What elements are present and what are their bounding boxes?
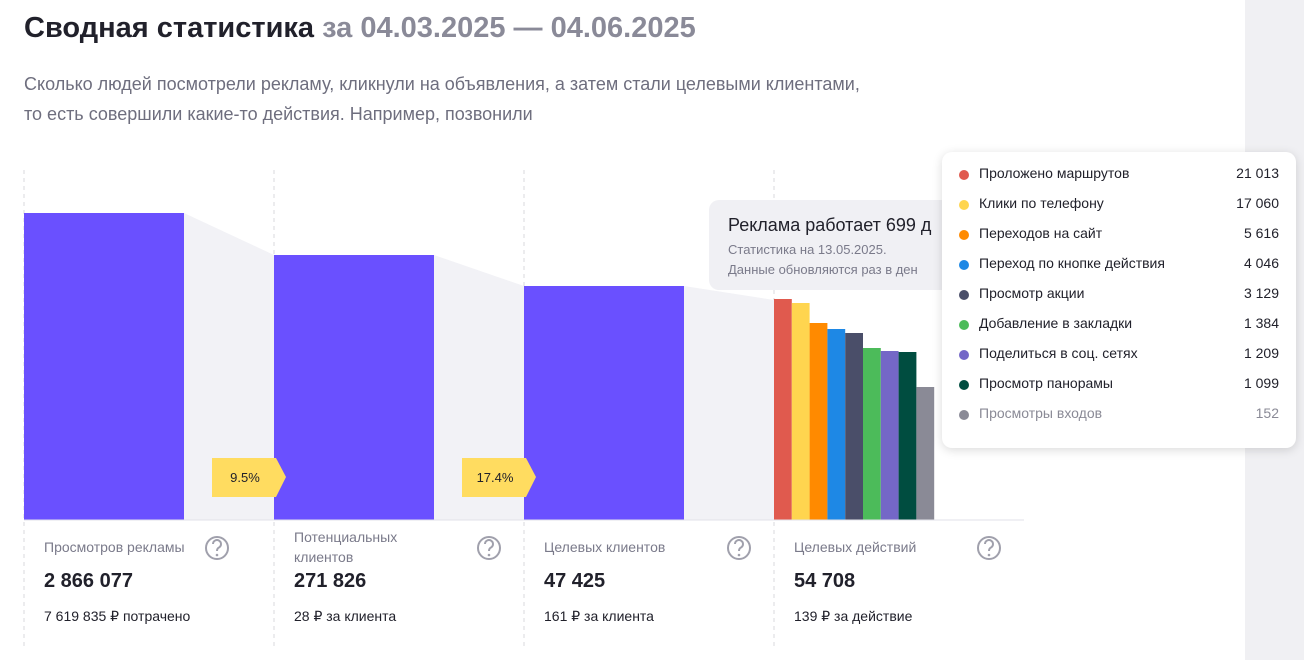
- legend-dot: [959, 350, 969, 360]
- legend-row: Просмотр акции 3 129: [942, 280, 1296, 310]
- help-glyph: [212, 539, 222, 552]
- actions-legend: Проложено маршрутов 21 013 Клики по телефо…: [942, 152, 1296, 448]
- legend-row: Поделиться в соц. сетях 1 209: [942, 340, 1296, 370]
- funnel-bar: [274, 255, 434, 520]
- legend-dot: [959, 410, 969, 420]
- legend-dot: [959, 200, 969, 210]
- help-dot: [215, 553, 219, 557]
- card-value: 54 708: [794, 570, 856, 592]
- legend-value: 152: [1255, 405, 1279, 421]
- action-bar: [809, 323, 828, 520]
- action-bar: [898, 352, 917, 520]
- legend-row: Добавление в закладки 1 384: [942, 310, 1296, 340]
- tooltip-line: Данные обновляются раз в ден: [728, 262, 918, 277]
- card-label: Потенциальных клиентов: [294, 529, 398, 565]
- legend-dot: [959, 380, 969, 390]
- conversion-badge: [462, 458, 536, 497]
- title-text: Сводная статистика: [24, 12, 315, 44]
- help-glyph: [484, 539, 494, 552]
- funnel-flow: [684, 286, 774, 520]
- legend-value: 4 046: [1243, 255, 1279, 271]
- funnel-flow: [434, 255, 524, 520]
- legend-label: Добавление в закладки: [979, 315, 1133, 331]
- help-circle: [727, 536, 751, 560]
- help-circle: [205, 536, 229, 560]
- card-value: 271 826: [294, 570, 367, 592]
- legend-row: Переход по кнопке действия 4 046: [942, 250, 1296, 280]
- funnel-chart: [23, 170, 1024, 650]
- help-dot: [987, 553, 991, 557]
- conversion-badge: [212, 458, 286, 497]
- legend-label: Переход по кнопке действия: [979, 255, 1165, 271]
- legend-value: 1 384: [1243, 315, 1279, 331]
- card-note: 28 ₽ за клиента: [294, 608, 397, 624]
- funnel-bar: [524, 286, 684, 520]
- legend-label: Клики по телефону: [979, 195, 1104, 211]
- legend-label: Просмотр акции: [979, 285, 1085, 301]
- help-dot: [487, 553, 491, 557]
- tooltip-title: Реклама работает 699 д: [728, 215, 932, 235]
- conversion: 9.5%: [230, 470, 260, 485]
- action-bar: [791, 303, 810, 520]
- legend-row: Просмотры входов 152: [942, 400, 1296, 430]
- legend-label: Просмотр панорамы: [979, 375, 1113, 391]
- title: Сводная статистика за 04.03.2025 — 04.06…: [24, 12, 696, 45]
- legend-label: Поделиться в соц. сетях: [979, 345, 1138, 361]
- help-icon: [727, 536, 751, 560]
- legend-value: 1 099: [1243, 375, 1279, 391]
- legend-dot: [959, 290, 969, 300]
- description: то есть совершили какие-то действия. Нап…: [24, 104, 533, 124]
- legend-dot: [959, 170, 969, 180]
- help-icon: [477, 536, 501, 560]
- card-note: 7 619 835 ₽ потрачено: [44, 608, 191, 624]
- period: за 04.03.2025 — 04.06.2025: [322, 12, 696, 44]
- card-label: Целевых клиентов: [544, 539, 666, 555]
- conversion: 17.4%: [476, 470, 514, 485]
- legend-dot: [959, 320, 969, 330]
- card-note: 139 ₽ за действие: [794, 608, 913, 624]
- legend-value: 1 209: [1243, 345, 1279, 361]
- action-bar: [916, 387, 935, 520]
- funnel-flow: [184, 213, 274, 520]
- action-bar: [880, 351, 899, 520]
- action-bar: [774, 299, 792, 520]
- action-bar: [863, 348, 881, 520]
- help-dot: [737, 553, 741, 557]
- help-glyph: [734, 539, 744, 552]
- legend-value: 17 060: [1236, 195, 1279, 211]
- card-value: 47 425: [544, 570, 606, 592]
- help-icon: [977, 536, 1001, 560]
- action-bar: [827, 329, 846, 520]
- legend-value: 21 013: [1236, 165, 1279, 181]
- help-icon: [205, 536, 229, 560]
- legend-row: Просмотр панорамы 1 099: [942, 370, 1296, 400]
- legend-row: Проложено маршрутов 21 013: [942, 160, 1296, 190]
- legend-value: 3 129: [1243, 285, 1279, 301]
- help-circle: [977, 536, 1001, 560]
- card-label: Просмотров рекламы: [44, 539, 185, 555]
- card-label: Целевых действий: [794, 539, 917, 555]
- action-bar: [845, 333, 863, 520]
- funnel-bar: [24, 213, 184, 520]
- help-circle: [477, 536, 501, 560]
- legend-label: Переходов на сайт: [979, 225, 1103, 241]
- legend-row: Клики по телефону 17 060: [942, 190, 1296, 220]
- legend-value: 5 616: [1243, 225, 1279, 241]
- legend-row: Переходов на сайт 5 616: [942, 220, 1296, 250]
- card-note: 161 ₽ за клиента: [544, 608, 654, 624]
- card-value: 2 866 077: [44, 570, 133, 592]
- description: Сколько людей посмотрели рекламу, кликну…: [24, 74, 860, 94]
- legend-label: Проложено маршрутов: [979, 165, 1130, 181]
- help-glyph: [984, 539, 994, 552]
- legend-dot: [959, 260, 969, 270]
- legend-dot: [959, 230, 969, 240]
- tooltip-line: Статистика на 13.05.2025.: [728, 242, 887, 257]
- legend-label: Просмотры входов: [979, 405, 1103, 421]
